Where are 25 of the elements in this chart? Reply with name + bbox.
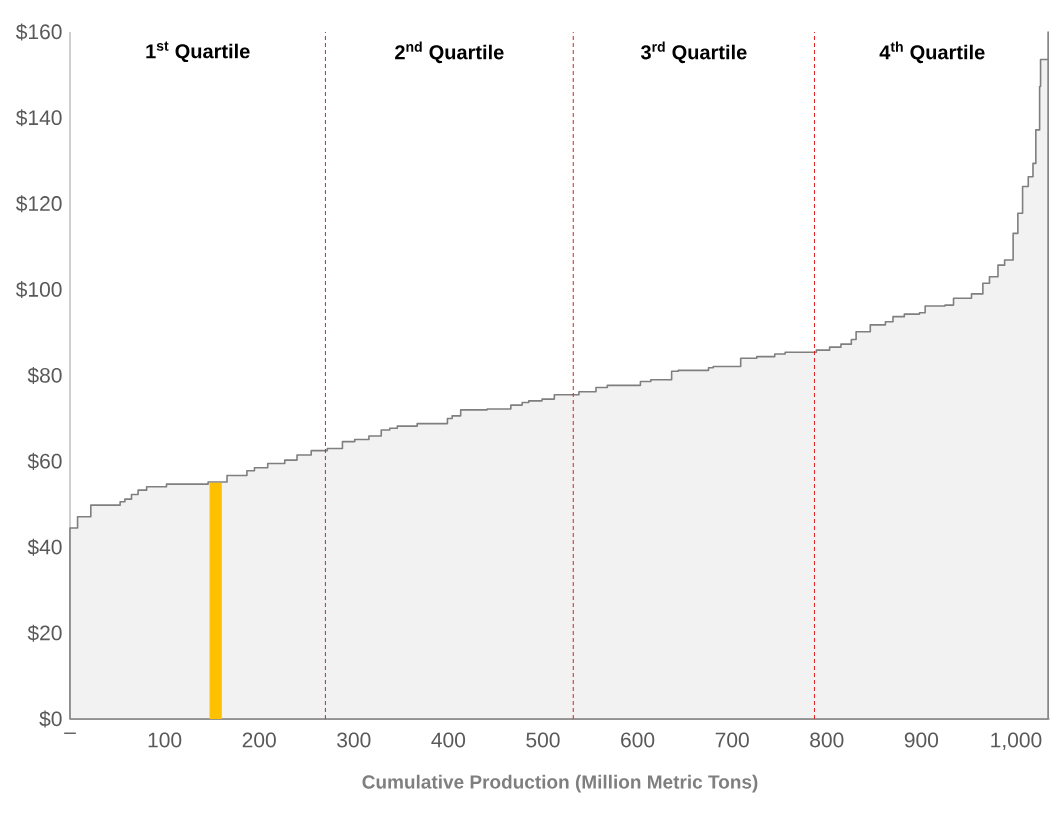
x-tick-label: 200 — [242, 732, 276, 748]
y-tick-label: $160 — [15, 23, 62, 41]
x-axis-title: Cumulative Production (Million Metric Tons) — [362, 774, 758, 793]
x-tick-label: 100 — [148, 732, 182, 748]
x-tick-label: 800 — [810, 732, 844, 748]
y-tick-label: $80 — [27, 367, 62, 384]
x-tick-label: 300 — [337, 732, 371, 748]
y-tick-label: $20 — [27, 624, 62, 642]
y-tick-label: $60 — [27, 452, 62, 470]
annotation: 1$^{st}$ Quartile — [146, 41, 250, 63]
x-tick-label: 700 — [715, 732, 749, 748]
x-tick-label: 900 — [904, 732, 939, 748]
annotation: 4$^{th}$ Quartile — [879, 41, 985, 64]
y-tick-label: $120 — [15, 195, 62, 213]
x-tick-label: 400 — [431, 732, 466, 748]
x-tick-label: – — [64, 732, 76, 734]
x-tick-label: 1,000 — [991, 732, 1042, 750]
x-tick-label: 500 — [526, 732, 560, 748]
y-tick-label: $40 — [27, 538, 62, 556]
x-tick-label: 600 — [621, 732, 655, 748]
annotation: 2$^{nd}$ Quartile — [395, 41, 504, 64]
y-tick-label: $140 — [15, 109, 62, 127]
y-tick-label: $0 — [39, 710, 62, 728]
annotation: 3$^{rd}$ Quartile — [640, 41, 747, 64]
y-tick-label: $100 — [15, 281, 62, 299]
